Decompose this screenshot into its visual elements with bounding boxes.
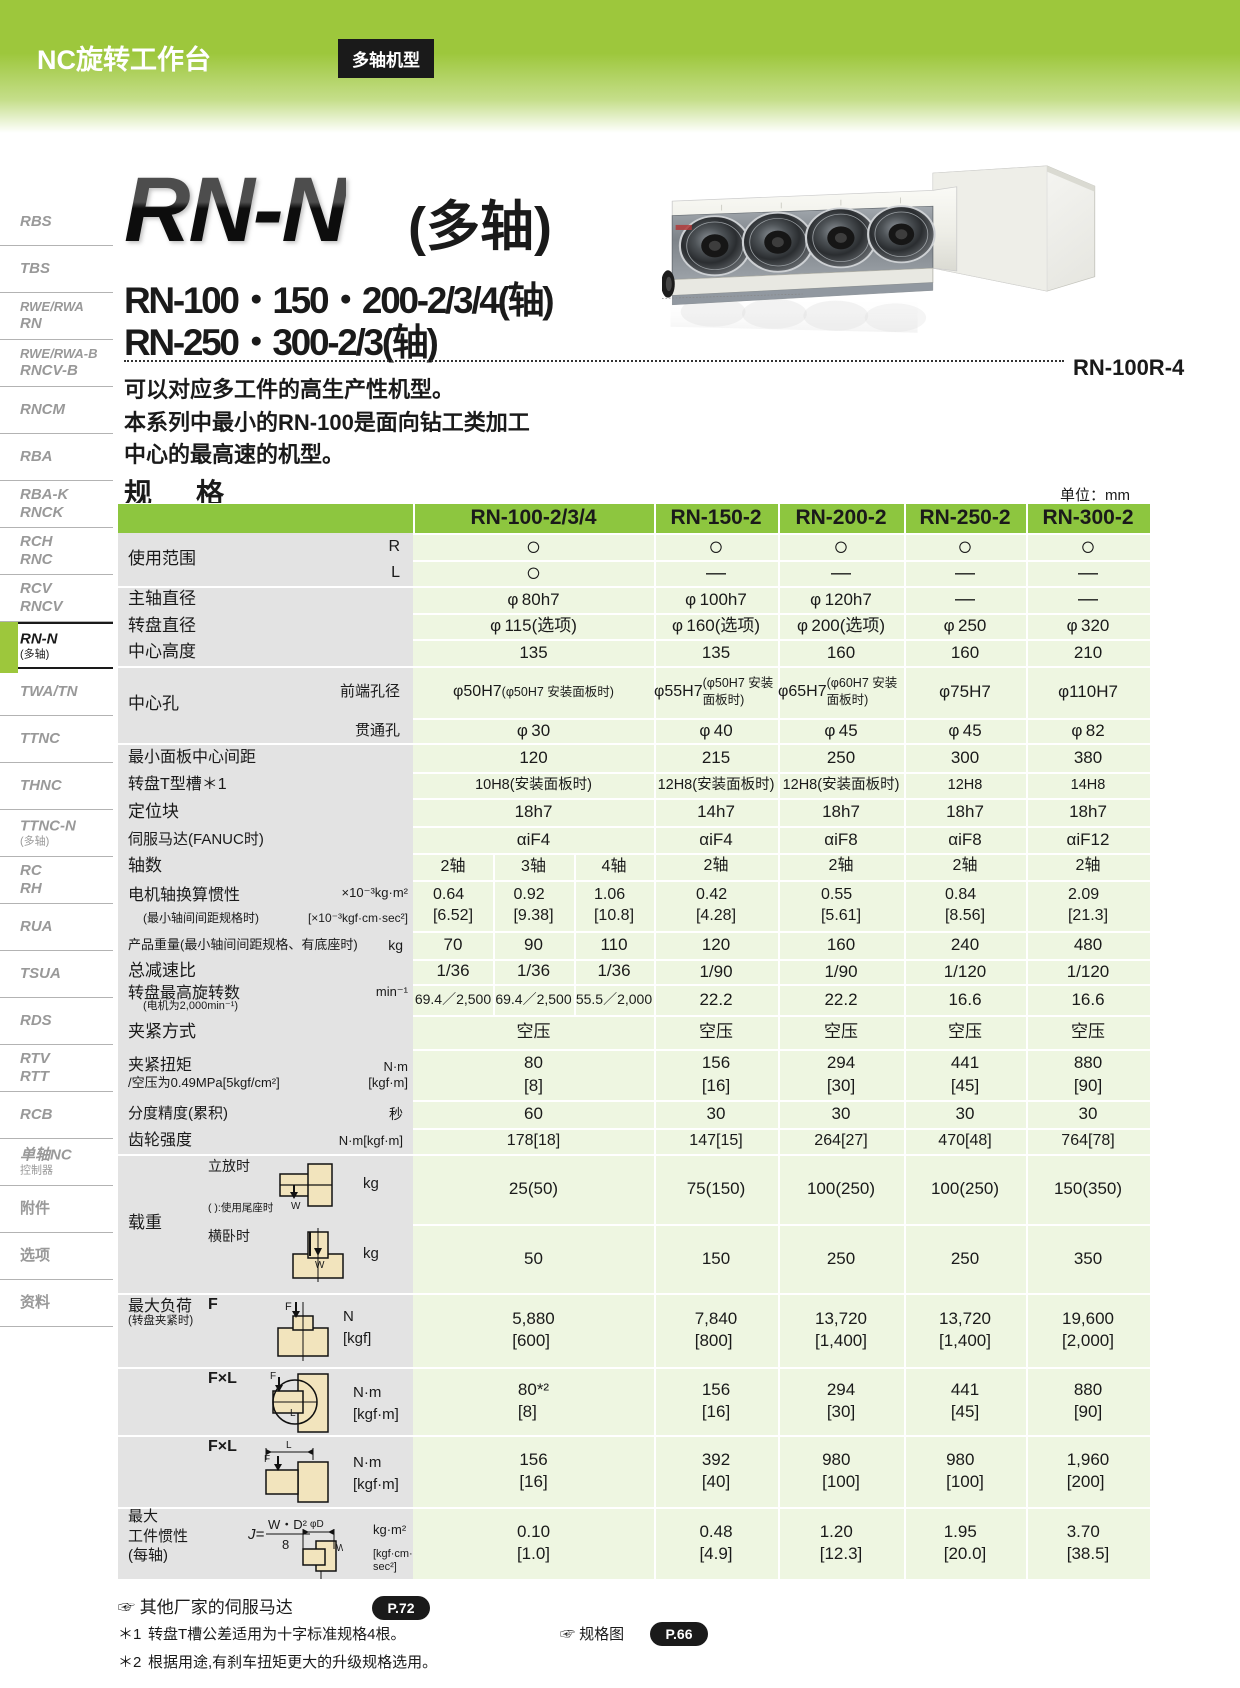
svg-text:F: F: [270, 1371, 276, 1382]
svg-text:L: L: [286, 1440, 292, 1451]
svg-text:W・D²: W・D²: [268, 1517, 308, 1532]
svg-text:φD: φD: [310, 1519, 324, 1530]
svg-text:F: F: [264, 1454, 270, 1465]
svg-text:W: W: [315, 1260, 325, 1271]
svg-text:8: 8: [282, 1537, 289, 1552]
svg-text:W: W: [291, 1201, 301, 1212]
svg-text:W: W: [336, 1543, 343, 1554]
svg-text:J=: J=: [248, 1526, 265, 1543]
svg-text:L: L: [290, 1408, 296, 1419]
svg-text:F: F: [285, 1301, 292, 1313]
